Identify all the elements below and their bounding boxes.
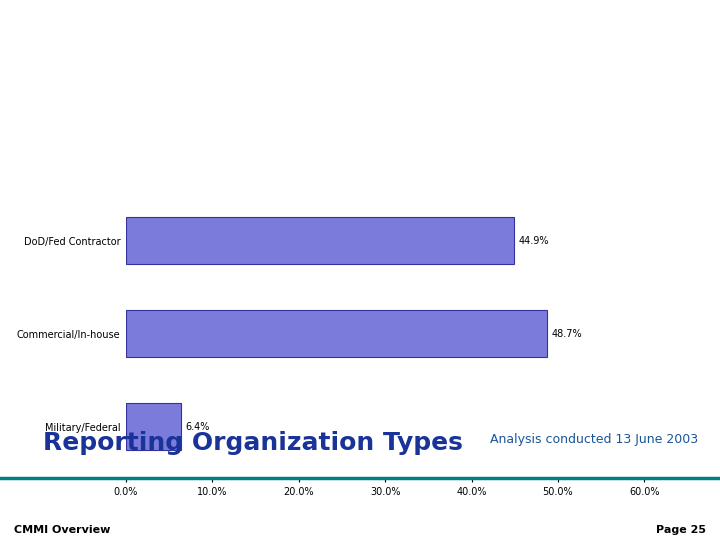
Bar	[126, 218, 514, 264]
Bar	[126, 310, 546, 357]
Text: Page 25: Page 25	[656, 524, 706, 535]
Text: CMMI Overview: CMMI Overview	[14, 524, 111, 535]
Text: Reporting Organization Types: Reporting Organization Types	[43, 431, 463, 455]
Text: 6.4%: 6.4%	[186, 422, 210, 431]
Bar	[126, 403, 181, 450]
Text: Analysis conducted 13 June 2003: Analysis conducted 13 June 2003	[490, 433, 698, 446]
Text: 48.7%: 48.7%	[551, 329, 582, 339]
Text: 44.9%: 44.9%	[518, 235, 549, 246]
